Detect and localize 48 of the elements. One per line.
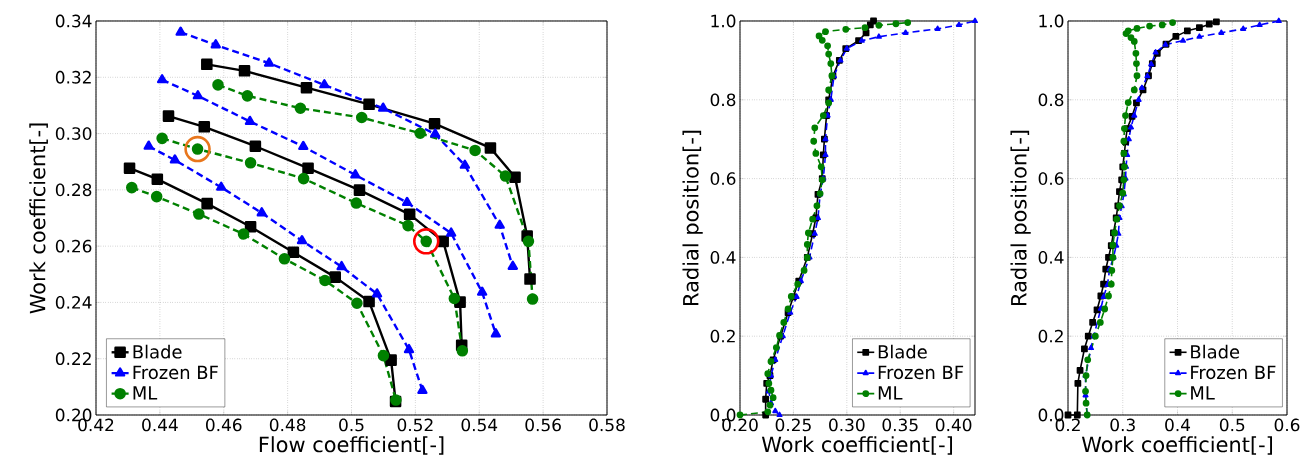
legend-label: Blade (1191, 344, 1240, 359)
y-tick-label: 0.34 (55, 14, 92, 28)
y-tick-label: 0.2 (710, 329, 735, 343)
legend-label: Blade (878, 344, 927, 359)
x-tick-label: 0.52 (397, 418, 433, 432)
legend-label: Frozen BF (133, 365, 218, 380)
y-tick-label: 0.24 (55, 296, 92, 309)
y-axis-title: Radial position[-] (1010, 130, 1031, 305)
x-tick-label: 0.54 (461, 418, 498, 432)
y-axis-title: Radial position[-] (682, 130, 703, 305)
x-axis-title: Flow coefficient[-] (259, 436, 444, 455)
legend-label: Frozen BF (1191, 365, 1276, 380)
x-tick-label: 0.56 (525, 418, 561, 432)
x-tick-label: 0.58 (589, 418, 625, 432)
y-tick-label: 0.4 (710, 250, 736, 264)
x-tick-label: 0.48 (269, 418, 306, 432)
y-tick-label: 0.22 (55, 352, 91, 366)
x-tick-label: 0.6 (1274, 418, 1300, 432)
legend-label: ML (878, 386, 903, 400)
legend-label: ML (133, 386, 158, 400)
y-tick-label: 0.6 (710, 172, 736, 185)
y-tick-label: 0.4 (1038, 250, 1064, 264)
y-tick-label: 0.30 (55, 127, 92, 140)
x-tick-label: 0.4 (1165, 418, 1191, 432)
x-tick-label: 0.35 (882, 418, 918, 432)
y-tick-label: 0.32 (55, 70, 91, 84)
x-tick-label: 0.44 (142, 418, 178, 432)
y-tick-label: 0.8 (710, 93, 736, 107)
y-tick-label: 0.26 (55, 239, 92, 253)
x-tick-label: 0.46 (206, 418, 242, 432)
x-axis-title: Work coefficient[-] (761, 436, 952, 455)
y-tick-label: 0.28 (55, 183, 92, 197)
x-axis-title: Work coefficient[-] (1081, 436, 1272, 455)
y-tick-label: 0.8 (1038, 93, 1064, 107)
y-tick-label: 1.0 (1039, 14, 1064, 28)
y-tick-label: 0.2 (1038, 329, 1063, 343)
legend-label: Frozen BF (878, 365, 964, 380)
x-tick-label: 0.5 (1219, 418, 1245, 432)
x-tick-label: 0.25 (775, 418, 811, 432)
x-tick-label: 0.30 (829, 418, 865, 432)
y-tick-label: 1.0 (711, 14, 736, 28)
x-tick-label: 0.5 (339, 418, 364, 432)
y-tick-label: 0.6 (1038, 172, 1064, 185)
x-tick-label: 0.3 (1110, 418, 1135, 432)
x-tick-label: 0.40 (935, 418, 972, 432)
legend-label: ML (1191, 386, 1215, 400)
legend-label: Blade (133, 344, 182, 359)
y-axis-title: Work coefficient[-] (29, 123, 48, 314)
